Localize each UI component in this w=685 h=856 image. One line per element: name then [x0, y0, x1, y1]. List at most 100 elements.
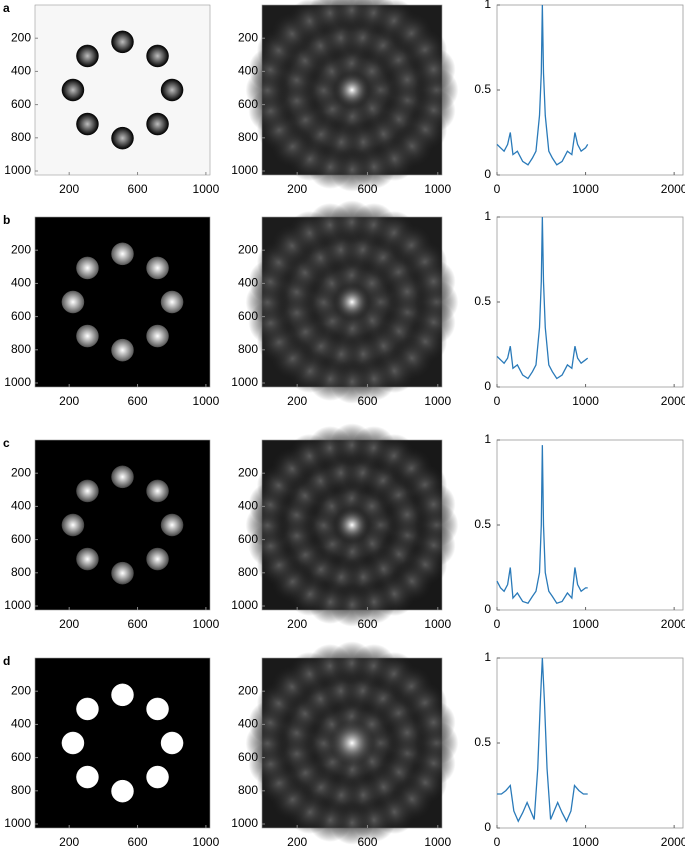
x-tick-label: 200: [287, 182, 307, 196]
x-tick-label: 1000: [424, 394, 451, 408]
y-tick-label: 800: [238, 342, 258, 356]
x-tick-label: 1000: [424, 182, 451, 196]
x-tick-label: 1000: [572, 182, 599, 196]
psf-center: [334, 72, 370, 108]
psf-lobe: [411, 700, 456, 745]
y-tick-label: 200: [11, 30, 31, 44]
spot: [111, 779, 134, 803]
spot: [76, 256, 99, 280]
x-tick-label: 1000: [572, 394, 599, 408]
y-tick-label: 400: [238, 64, 258, 78]
x-tick-label: 200: [287, 835, 307, 849]
x-tick-label: 1000: [193, 835, 220, 849]
x-tick-label: 0: [494, 835, 501, 849]
image-background: [34, 439, 211, 611]
psf-lobe: [411, 259, 456, 304]
spot: [76, 765, 99, 789]
y-tick-label: 600: [11, 309, 31, 323]
y-tick-label: 800: [11, 565, 31, 579]
profile-line: [496, 216, 589, 380]
spot: [160, 290, 184, 314]
y-tick-label: 0.5: [474, 294, 491, 308]
profile-line: [497, 657, 588, 823]
psf-center: [330, 721, 374, 765]
x-tick-label: 200: [59, 617, 79, 631]
x-tick-label: 1000: [424, 835, 451, 849]
y-tick-label: 600: [11, 532, 31, 546]
x-tick-label: 2000: [661, 394, 685, 408]
x-tick-label: 200: [287, 617, 307, 631]
y-tick-label: 400: [238, 276, 258, 290]
x-tick-label: 200: [59, 835, 79, 849]
psf-center: [334, 284, 370, 320]
y-tick-label: 600: [238, 532, 258, 546]
x-tick-label: 600: [128, 394, 148, 408]
spot: [61, 513, 85, 537]
spot: [111, 126, 134, 150]
spot: [111, 30, 134, 54]
y-tick-label: 200: [238, 30, 258, 44]
x-tick-label: 2000: [661, 835, 685, 849]
y-tick-label: 1000: [4, 598, 31, 612]
x-tick-label: 1000: [193, 182, 220, 196]
y-tick-label: 400: [11, 64, 31, 78]
panel-label: b: [3, 213, 10, 227]
spot: [111, 242, 134, 266]
spot: [76, 44, 99, 68]
panel-label: a: [3, 1, 10, 15]
psf-lobe: [411, 482, 456, 527]
x-tick-label: 1000: [572, 835, 599, 849]
y-tick-label: 800: [238, 565, 258, 579]
y-tick-label: 600: [238, 97, 258, 111]
y-tick-label: 0: [484, 602, 491, 616]
y-tick-label: 1: [484, 432, 491, 446]
spot: [76, 324, 99, 348]
spot: [76, 547, 99, 571]
x-tick-label: 0: [494, 182, 501, 196]
y-tick-label: 600: [238, 750, 258, 764]
x-tick-label: 1000: [193, 617, 220, 631]
y-tick-label: 600: [11, 750, 31, 764]
y-tick-label: 1: [484, 650, 491, 664]
y-tick-label: 1000: [4, 375, 31, 389]
spot: [111, 683, 134, 707]
spot: [111, 561, 134, 585]
x-tick-label: 200: [287, 394, 307, 408]
y-tick-label: 400: [238, 717, 258, 731]
panel-label: c: [3, 436, 10, 450]
spot: [146, 765, 169, 789]
y-tick-label: 1000: [231, 816, 258, 830]
y-tick-label: 800: [11, 130, 31, 144]
y-tick-label: 0: [484, 820, 491, 834]
y-tick-label: 0.5: [474, 517, 491, 531]
psf-lobe: [411, 47, 456, 92]
spot: [76, 697, 99, 721]
y-tick-label: 1: [484, 0, 491, 11]
spot: [146, 479, 169, 503]
y-tick-label: 400: [11, 717, 31, 731]
spot: [146, 256, 169, 280]
x-tick-label: 2000: [661, 182, 685, 196]
spot: [61, 731, 85, 755]
y-tick-label: 200: [238, 465, 258, 479]
y-tick-label: 1000: [231, 375, 258, 389]
spot: [76, 112, 99, 136]
y-tick-label: 1000: [231, 598, 258, 612]
panel-label: d: [3, 654, 10, 668]
spot: [111, 465, 134, 489]
spot: [146, 697, 169, 721]
spot: [146, 324, 169, 348]
x-tick-label: 600: [128, 835, 148, 849]
spot: [160, 78, 184, 102]
x-tick-label: 600: [128, 617, 148, 631]
plot-frame: [496, 657, 684, 829]
y-tick-label: 800: [11, 783, 31, 797]
image-background: [34, 657, 211, 829]
image-background: [34, 4, 211, 176]
y-tick-label: 1: [484, 209, 491, 223]
profile-line: [496, 445, 588, 604]
x-tick-label: 0: [494, 617, 501, 631]
x-tick-label: 600: [357, 182, 377, 196]
